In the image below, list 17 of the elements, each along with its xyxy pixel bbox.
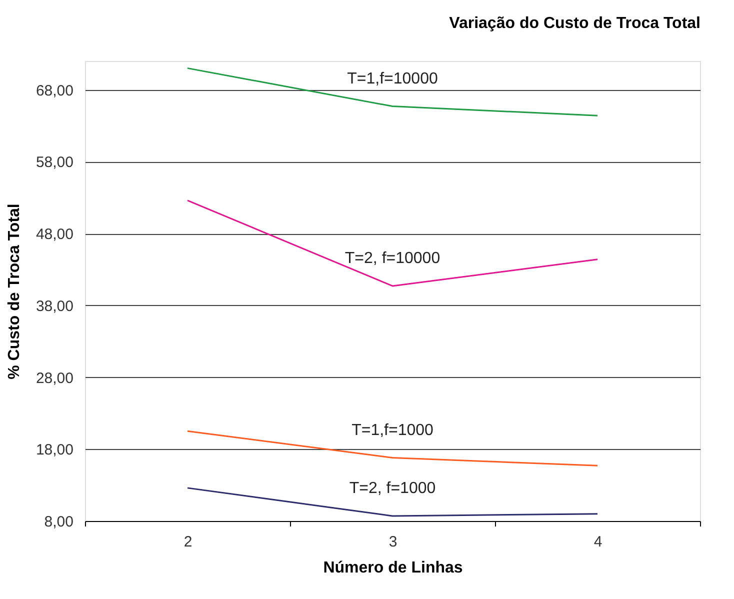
- y-tick-label: 28,00: [36, 370, 74, 387]
- x-tick-label: 3: [388, 534, 398, 550]
- y-tick-label: 68,00: [36, 82, 74, 100]
- y-tick-label: 48,00: [36, 226, 74, 243]
- y-axis-title: % Custo de Troca Total: [6, 204, 23, 380]
- series-label: T=1,f=10000: [347, 70, 438, 88]
- y-tick-label: 8,00: [44, 514, 74, 530]
- series-label: T=2, f=10000: [344, 250, 440, 267]
- series-label: T=2, f=1000: [349, 480, 436, 497]
- series-label: T=1,f=1000: [352, 422, 434, 439]
- y-tick-label: 38,00: [36, 298, 74, 315]
- y-tick-label: 58,00: [36, 154, 74, 172]
- x-tick-label: 2: [184, 534, 192, 550]
- y-tick-label: 18,00: [36, 442, 74, 459]
- x-axis-title: Número de Linhas: [323, 560, 463, 576]
- x-tick-label: 4: [594, 534, 602, 550]
- chart-title: Variação do Custo de Troca Total: [449, 15, 700, 32]
